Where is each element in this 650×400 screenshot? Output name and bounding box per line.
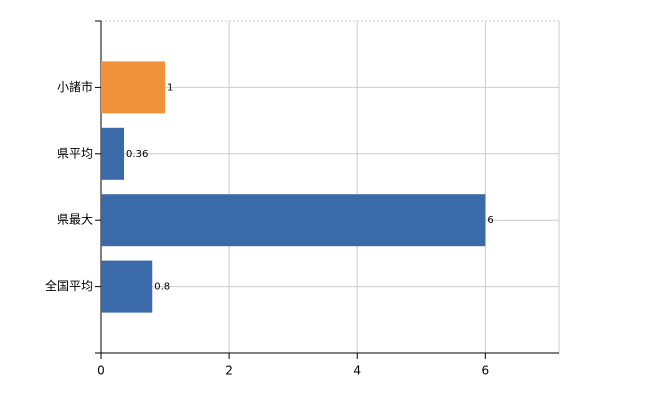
value-label: 0.8 [154,282,170,293]
x-tick-label: 2 [225,364,233,378]
y-tick-label: 県平均 [57,146,93,160]
x-tick-label: 0 [97,364,105,378]
y-tick-label: 全国平均 [45,278,93,293]
value-label: 1 [167,82,173,93]
value-label: 0.36 [126,149,148,160]
bar [101,260,153,313]
bar [101,194,486,247]
y-tick-label: 小諸市 [57,79,93,94]
x-tick-label: 4 [353,364,361,378]
bar [101,61,166,114]
y-tick-label: 県最大 [57,213,93,227]
x-tick-label: 6 [482,364,490,378]
value-label: 6 [487,215,493,226]
bar [101,127,125,180]
